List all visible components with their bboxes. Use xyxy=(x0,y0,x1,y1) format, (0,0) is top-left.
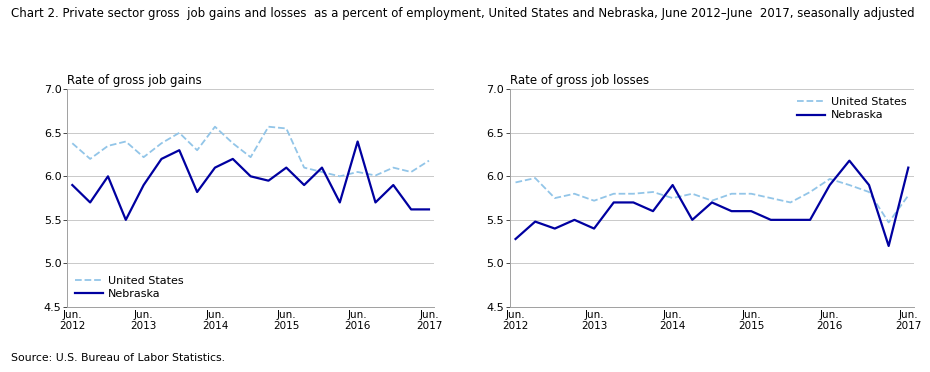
United States xyxy=(156,141,167,145)
United States xyxy=(299,166,310,170)
United States xyxy=(863,190,874,194)
Nebraska xyxy=(746,209,757,214)
Nebraska xyxy=(388,183,399,187)
United States xyxy=(569,192,580,196)
United States xyxy=(726,192,737,196)
Nebraska xyxy=(647,209,658,214)
Nebraska xyxy=(785,218,796,222)
Text: Rate of gross job gains: Rate of gross job gains xyxy=(67,74,202,87)
Nebraska xyxy=(844,158,855,163)
United States xyxy=(844,183,855,187)
Nebraska xyxy=(156,157,167,161)
Text: Source: U.S. Bureau of Labor Statistics.: Source: U.S. Bureau of Labor Statistics. xyxy=(11,353,225,363)
United States xyxy=(405,170,417,174)
United States xyxy=(550,196,561,200)
Line: United States: United States xyxy=(515,178,909,222)
Nebraska xyxy=(192,190,203,194)
United States xyxy=(589,199,600,203)
United States xyxy=(120,139,131,144)
Nebraska xyxy=(245,174,256,179)
Text: Rate of gross job losses: Rate of gross job losses xyxy=(510,74,649,87)
Nebraska xyxy=(589,226,600,231)
Nebraska xyxy=(120,218,131,222)
United States xyxy=(804,190,816,194)
United States xyxy=(85,157,96,161)
United States xyxy=(102,144,113,148)
United States xyxy=(647,190,658,194)
Nebraska xyxy=(263,179,274,183)
Nebraska xyxy=(569,218,580,222)
United States xyxy=(423,158,434,163)
United States xyxy=(209,125,220,129)
United States xyxy=(316,170,327,174)
Nebraska xyxy=(765,218,777,222)
Nebraska xyxy=(707,200,718,205)
Line: Nebraska: Nebraska xyxy=(73,141,429,220)
United States xyxy=(334,174,345,179)
United States xyxy=(707,199,718,203)
Nebraska xyxy=(423,207,434,212)
United States xyxy=(174,131,185,135)
United States xyxy=(227,141,238,145)
United States xyxy=(138,155,149,160)
Nebraska xyxy=(352,139,364,144)
United States xyxy=(388,166,399,170)
Nebraska xyxy=(550,226,561,231)
United States xyxy=(510,180,521,185)
Text: Chart 2. Private sector gross  job gains and losses  as a percent of employment,: Chart 2. Private sector gross job gains … xyxy=(11,7,915,20)
United States xyxy=(370,173,381,178)
Nebraska xyxy=(608,200,619,205)
Nebraska xyxy=(529,219,540,224)
United States xyxy=(67,141,78,145)
Nebraska xyxy=(824,183,835,187)
United States xyxy=(785,200,796,205)
Nebraska xyxy=(628,200,639,205)
Nebraska xyxy=(102,174,113,179)
Nebraska xyxy=(174,148,185,153)
Nebraska xyxy=(138,183,149,187)
United States xyxy=(628,192,639,196)
Nebraska xyxy=(334,200,345,205)
Nebraska xyxy=(510,237,521,241)
United States xyxy=(352,170,364,174)
Nebraska xyxy=(370,200,381,205)
Nebraska xyxy=(686,218,698,222)
United States xyxy=(192,148,203,153)
Nebraska xyxy=(884,244,895,248)
United States xyxy=(746,192,757,196)
Nebraska xyxy=(405,207,417,212)
Nebraska xyxy=(667,183,678,187)
United States xyxy=(667,196,678,200)
Nebraska xyxy=(903,166,914,170)
United States xyxy=(608,192,619,196)
Legend: United States, Nebraska: United States, Nebraska xyxy=(795,95,909,123)
Nebraska xyxy=(316,166,327,170)
United States xyxy=(765,196,777,200)
Nebraska xyxy=(227,157,238,161)
Nebraska xyxy=(209,166,220,170)
United States xyxy=(263,125,274,129)
Nebraska xyxy=(726,209,737,214)
United States xyxy=(281,126,292,131)
Line: Nebraska: Nebraska xyxy=(515,161,909,246)
Nebraska xyxy=(67,183,78,187)
United States xyxy=(245,155,256,160)
United States xyxy=(903,193,914,198)
United States xyxy=(884,220,895,225)
Nebraska xyxy=(85,200,96,205)
Line: United States: United States xyxy=(73,127,429,176)
Nebraska xyxy=(863,183,874,187)
Nebraska xyxy=(299,183,310,187)
United States xyxy=(824,177,835,181)
United States xyxy=(686,192,698,196)
Legend: United States, Nebraska: United States, Nebraska xyxy=(73,273,186,301)
Nebraska xyxy=(281,166,292,170)
Nebraska xyxy=(804,218,816,222)
United States xyxy=(529,176,540,180)
